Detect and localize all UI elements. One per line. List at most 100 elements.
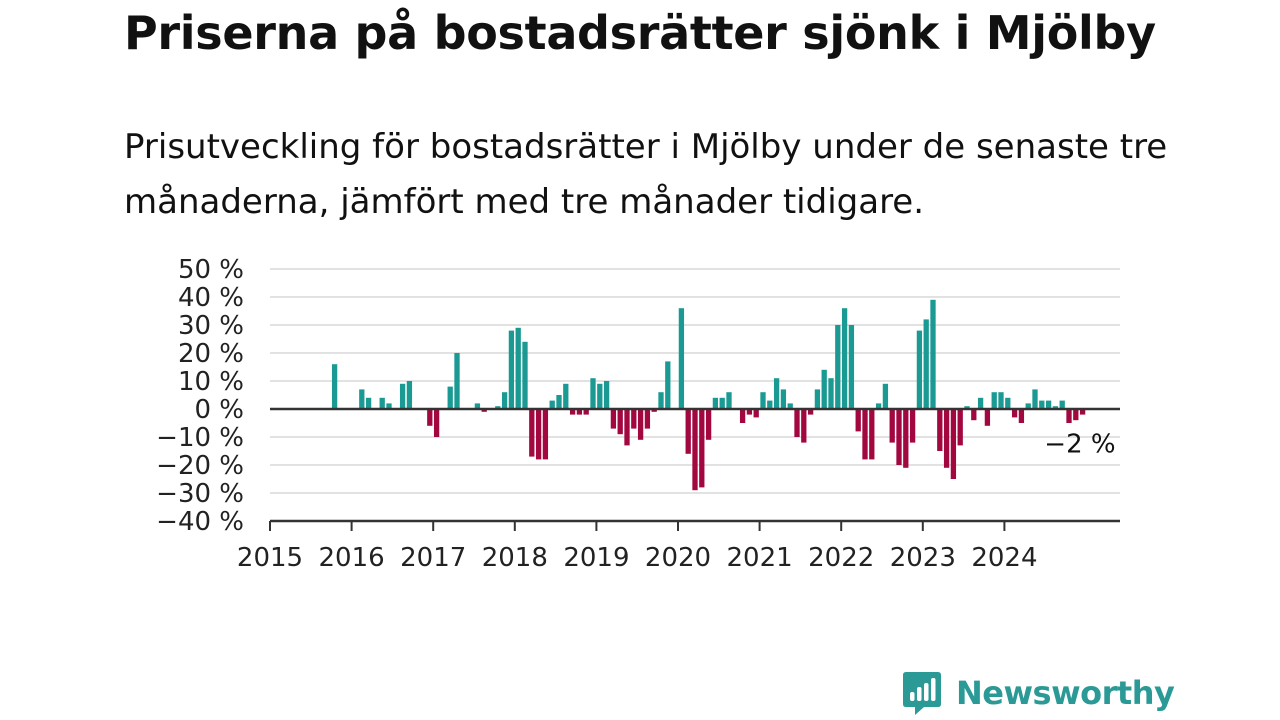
bar [719,397,725,409]
bar [433,409,440,437]
bar [937,409,943,451]
x-tick-label: 2021 [727,543,793,573]
bar [801,409,807,443]
bar [474,403,481,409]
bar [637,409,644,440]
bar [875,403,882,409]
bar [807,409,814,415]
chart-subtitle: Prisutveckling för bostadsrätter i Mjölb… [124,127,1168,222]
bar [658,392,664,409]
tick-labels: 50 %40 %30 %20 %10 %0 %−10 %−20 %−30 %−4… [156,255,1115,573]
bar [597,383,603,409]
bar [903,409,909,468]
bar [957,409,963,446]
bar [753,409,759,418]
bar [828,378,834,409]
bar [991,392,997,409]
bar [556,395,562,409]
end-value-label: −2 % [1044,430,1115,460]
chart-title: Priserna på bostadsrätter sjönk i Mjölby [124,6,1156,60]
y-tick-label: 50 % [178,255,244,285]
bar [365,397,372,409]
x-tick-label: 2019 [563,543,629,573]
bar [508,330,515,409]
bar [773,378,780,409]
bar [331,364,338,409]
bar [563,383,569,409]
y-tick-label: 30 % [178,311,244,341]
x-tick-label: 2022 [808,543,874,573]
bar [814,389,821,409]
bar [855,409,861,432]
y-tick-label: −40 % [156,507,244,537]
bar [739,409,746,423]
x-tick-label: 2017 [400,543,466,573]
bar [916,330,923,409]
bar [943,409,950,468]
bar [998,392,1004,409]
bar [923,319,929,409]
bar [481,409,487,412]
bar [1059,400,1065,409]
bar [1005,397,1011,409]
bar [603,381,610,409]
newsworthy-logo-icon [903,672,941,715]
y-tick-label: −20 % [156,451,244,481]
bar [1045,400,1052,409]
x-tick-label: 2024 [971,543,1037,573]
bar [1079,409,1086,415]
bar [889,409,895,443]
bar [726,392,732,409]
bar [971,409,977,421]
bar [542,409,549,460]
bar [1018,409,1025,423]
bar [964,406,970,409]
bar [835,325,841,409]
bar [644,409,651,429]
bar [1011,409,1018,418]
bar [576,409,583,415]
bar [386,403,392,409]
bar [447,386,453,409]
bar [359,389,365,409]
bar [569,409,576,415]
x-tick-label: 2016 [319,543,385,573]
bar [869,409,875,460]
bar [780,389,787,409]
bar [930,299,936,409]
bar [590,378,596,409]
bar [1073,409,1079,421]
bar [705,409,712,440]
y-tick-label: 10 % [178,367,244,397]
bar [427,409,433,426]
x-tick-label: 2023 [890,543,956,573]
bar [1032,389,1038,409]
bar [651,409,657,412]
bar [624,409,630,446]
axes [269,407,1120,531]
bar [794,409,800,437]
brand-name: Newsworthy [956,674,1175,712]
x-tick-label: 2020 [645,543,711,573]
bar [692,409,698,491]
bar [610,409,617,429]
bar [583,409,589,415]
bar [495,406,501,409]
bar [1039,400,1045,409]
bar [848,325,855,409]
brand: Newsworthy [902,670,1175,716]
y-tick-label: 0 % [194,395,244,425]
bar [699,409,705,488]
bar [1025,403,1031,409]
bar [617,409,623,435]
bar [712,397,719,409]
bar [950,409,957,479]
bar [821,369,827,409]
bar [841,308,848,409]
bar [984,409,991,426]
bar [665,361,671,409]
bar [760,392,766,409]
x-tick-label: 2015 [237,543,303,573]
bar [862,409,868,460]
bar [529,409,535,457]
